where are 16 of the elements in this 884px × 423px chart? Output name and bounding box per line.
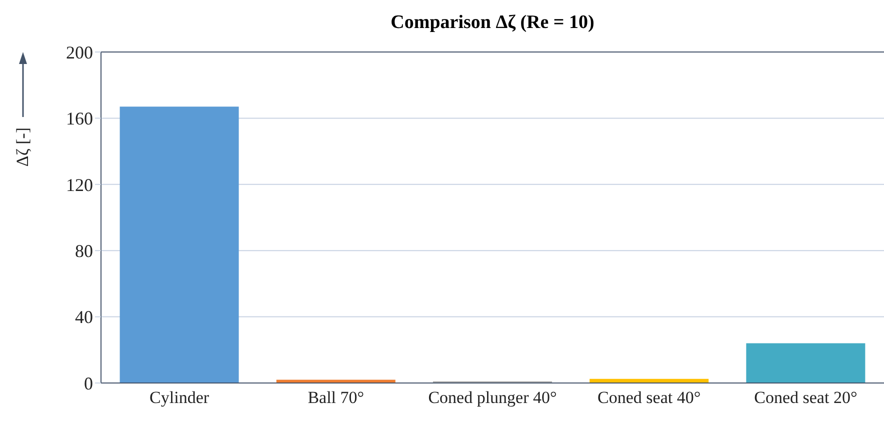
y-tick-label: 200 [66, 42, 93, 62]
y-tick-label: 120 [66, 174, 93, 195]
bar [746, 343, 866, 383]
y-axis-title: Δζ [-] [13, 127, 32, 167]
chart-title: Comparison Δζ (Re = 10) [390, 11, 596, 35]
x-tick-label: Coned seat 40° [598, 388, 701, 408]
x-tick-label: Coned seat 20° [754, 388, 858, 408]
y-tick-label: 160 [66, 108, 93, 129]
x-tick-label: Cylinder [150, 388, 210, 408]
x-tick-label: Ball 70° [308, 388, 364, 408]
y-tick-label: 40 [75, 307, 93, 328]
bar [276, 380, 396, 383]
x-tick-label: Coned plunger 40° [428, 388, 557, 408]
y-tick-label: 80 [75, 240, 93, 261]
bar [120, 106, 239, 383]
y-tick-label: 0 [84, 373, 93, 394]
